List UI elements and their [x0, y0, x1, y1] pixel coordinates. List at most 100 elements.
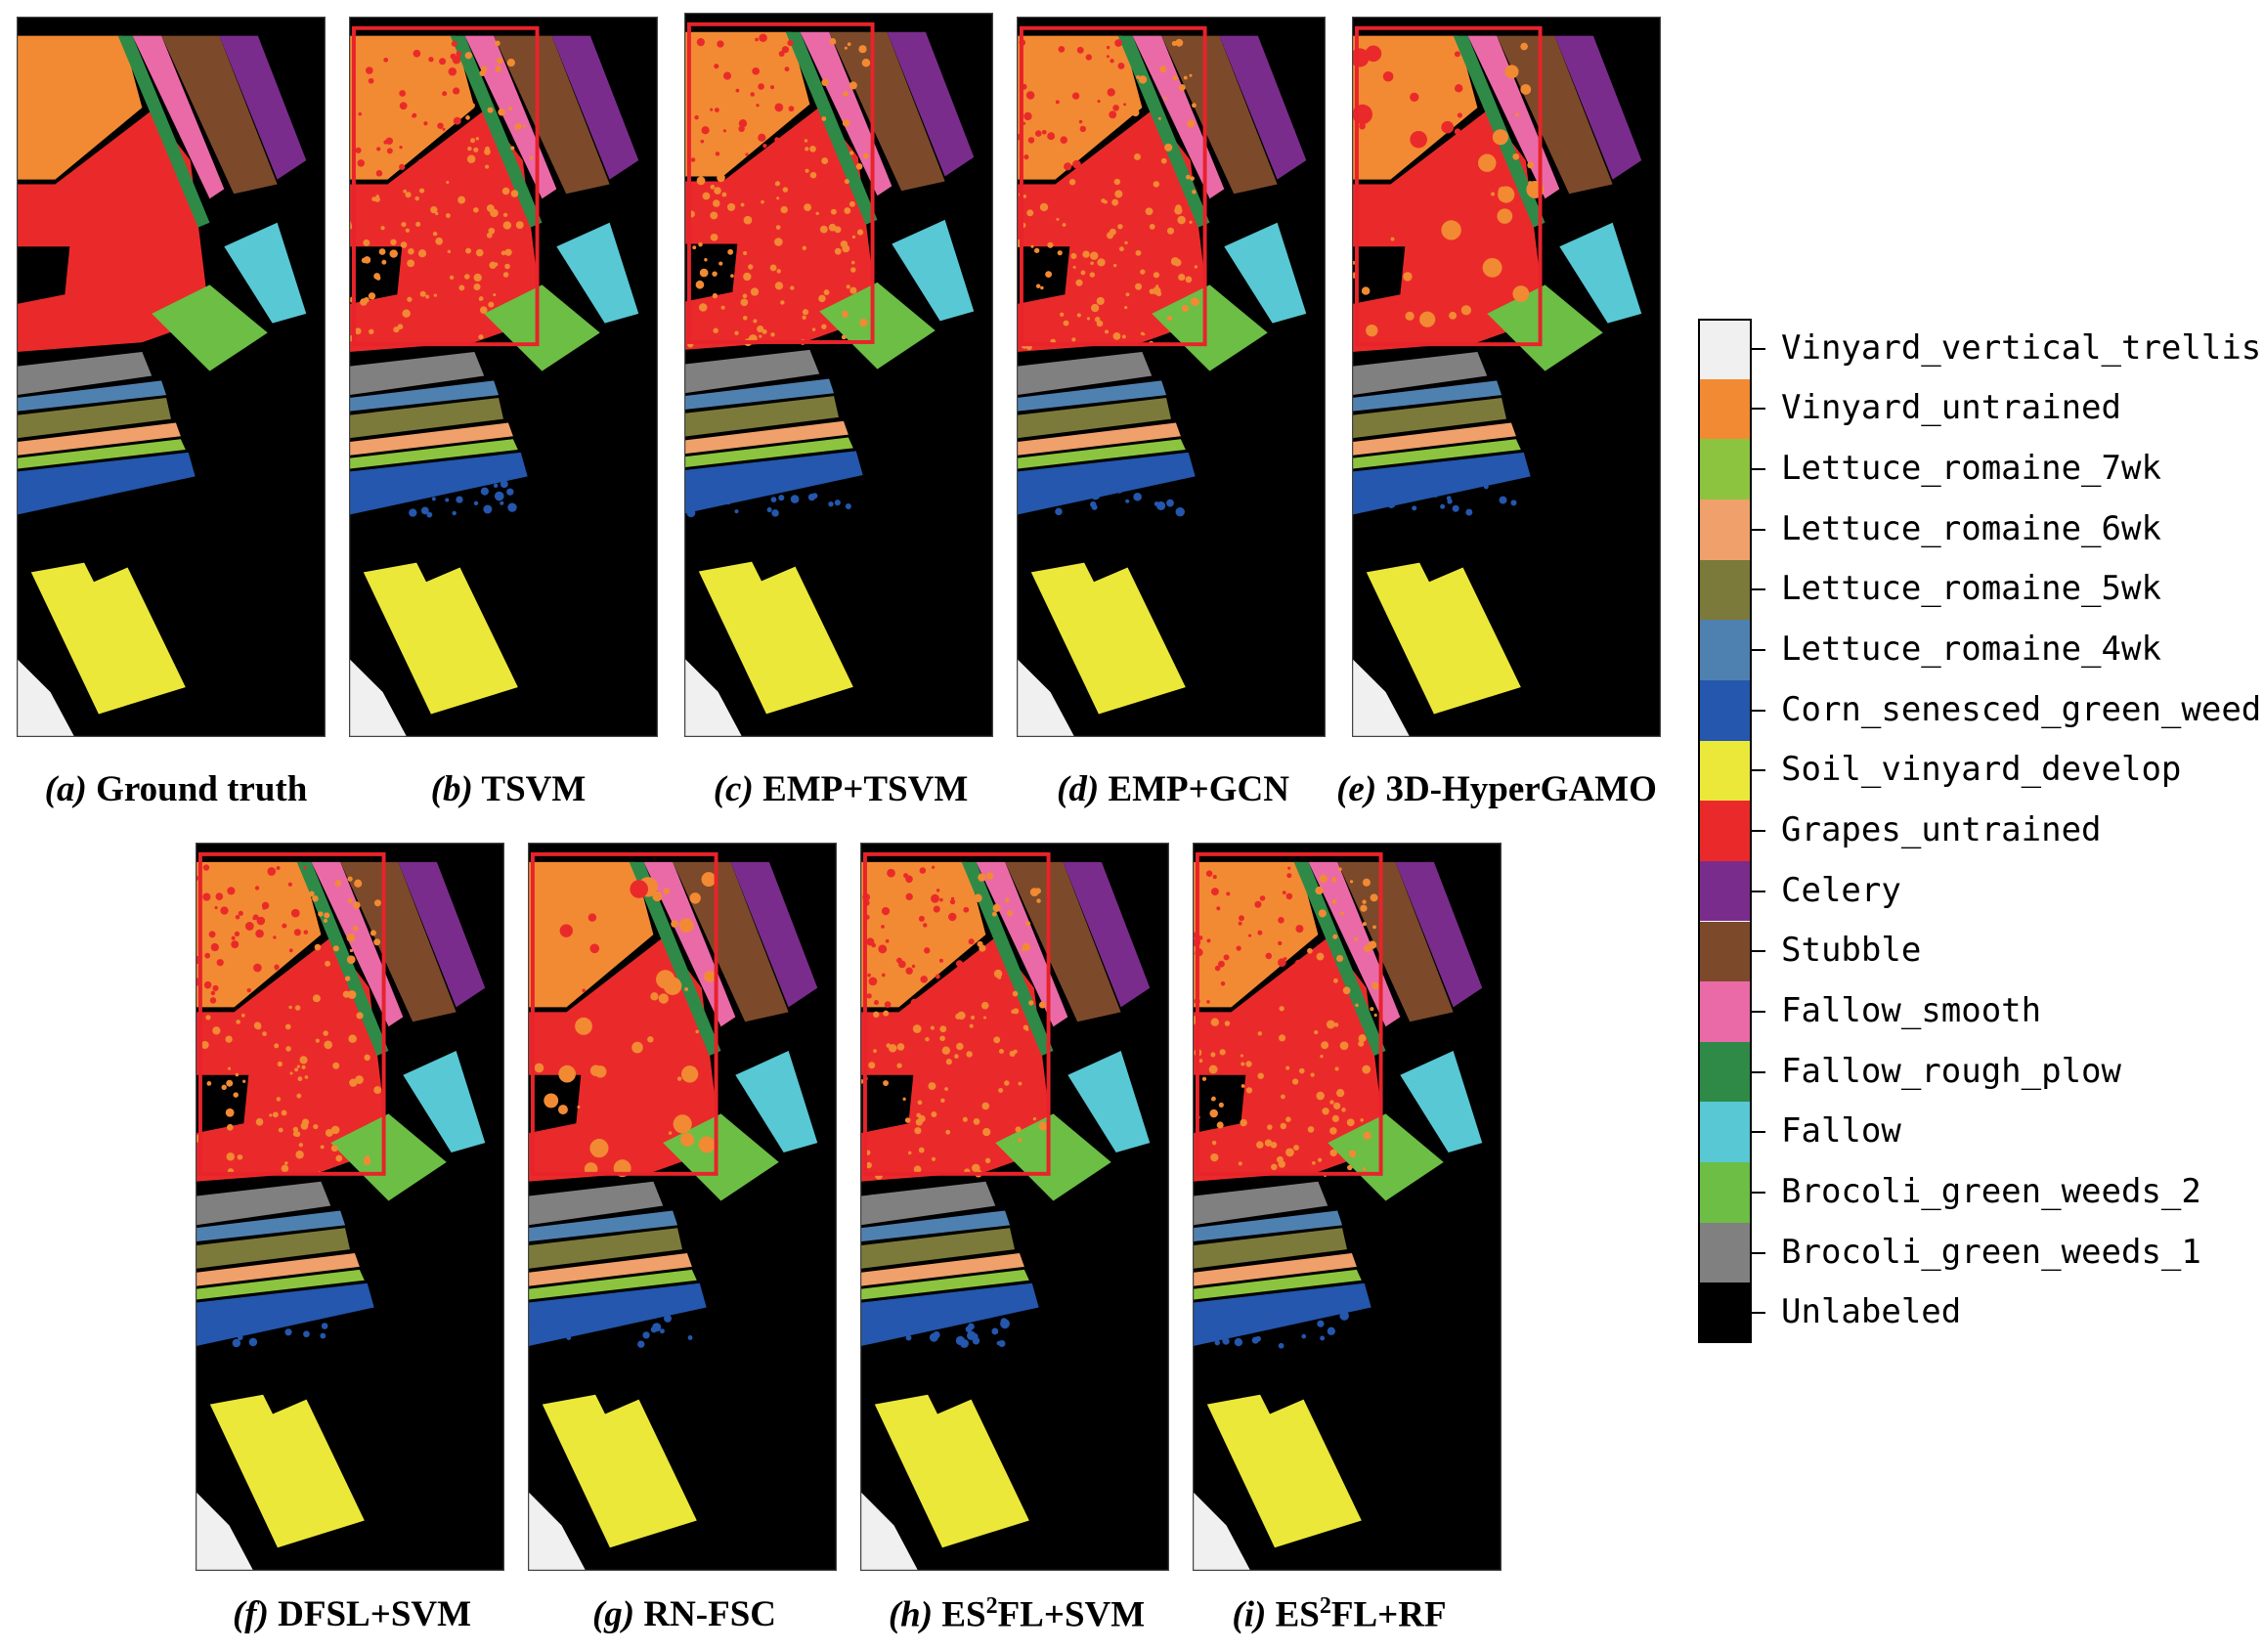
misclassified-speck	[281, 1109, 287, 1116]
misclassified-speck	[376, 147, 381, 152]
misclassified-speck	[1295, 925, 1304, 934]
misclassified-speck	[818, 294, 826, 303]
misclassified-speck	[1030, 244, 1034, 248]
misclassified-speck	[1068, 179, 1076, 186]
misclassified-speck	[1000, 1318, 1008, 1326]
misclassified-speck	[1082, 250, 1090, 258]
misclassified-speck	[1149, 288, 1155, 294]
misclassified-speck	[1163, 97, 1167, 101]
misclassified-speck	[1123, 103, 1127, 107]
misclassified-speck	[1096, 320, 1104, 327]
misclassified-speck	[1226, 891, 1231, 896]
misclassified-speck	[1360, 904, 1368, 912]
misclassified-speck	[774, 238, 783, 246]
legend-tick	[1752, 890, 1765, 892]
misclassified-speck	[637, 1340, 645, 1348]
misclassified-speck	[698, 241, 703, 247]
misclassified-speck	[378, 248, 386, 255]
region-grapes-untrained	[196, 937, 389, 1182]
misclassified-speck	[1326, 1020, 1335, 1029]
region-lettuce-romaine-6wk	[196, 1253, 360, 1286]
misclassified-speck	[911, 964, 916, 969]
misclassified-speck	[1220, 980, 1226, 986]
misclassified-speck	[887, 868, 895, 878]
misclassified-speck	[1090, 303, 1100, 313]
misclassified-speck	[250, 1318, 260, 1327]
region-corn-senesced-green-weeds	[1017, 452, 1196, 515]
misclassified-speck	[575, 1017, 592, 1035]
misclassified-speck	[920, 976, 928, 983]
region-fallow-rough-plow	[117, 35, 210, 228]
misclassified-speck	[532, 1311, 541, 1321]
misclassified-speck	[1023, 195, 1026, 198]
misclassified-speck	[849, 200, 855, 207]
misclassified-speck	[802, 315, 806, 320]
misclassified-speck	[1028, 1000, 1034, 1006]
region-lettuce-romaine-5wk	[349, 398, 503, 439]
classification-map-h	[860, 843, 1169, 1571]
misclassified-speck	[841, 310, 849, 318]
misclassified-speck	[933, 905, 940, 913]
misclassified-speck	[1166, 315, 1173, 322]
misclassified-speck	[1280, 1122, 1287, 1130]
caption-f: (f) DFSL+SVM	[232, 1594, 472, 1634]
misclassified-speck	[425, 294, 430, 299]
misclassified-speck	[1013, 1008, 1020, 1015]
misclassified-speck	[726, 202, 736, 211]
region-vinyard-vertical-trellis	[17, 658, 75, 737]
region-stubble	[494, 35, 610, 195]
misclassified-speck	[1175, 507, 1185, 517]
misclassified-speck	[1181, 304, 1189, 313]
misclassified-speck	[1320, 1055, 1324, 1059]
misclassified-speck	[1420, 483, 1426, 489]
misclassified-speck	[504, 263, 510, 270]
misclassified-speck	[1355, 1003, 1359, 1008]
misclassified-speck	[1210, 888, 1219, 896]
misclassified-speck	[1210, 1152, 1219, 1162]
misclassified-speck	[1482, 257, 1502, 278]
misclassified-speck	[1004, 1080, 1010, 1086]
legend-swatch	[1698, 439, 1752, 500]
misclassified-speck	[861, 45, 867, 51]
region-grapes-untrained	[528, 937, 721, 1182]
misclassified-speck	[273, 935, 277, 939]
misclassified-speck	[714, 64, 719, 69]
misclassified-speck	[671, 920, 678, 928]
misclassified-speck	[881, 906, 891, 916]
misclassified-speck	[949, 898, 956, 905]
misclassified-speck	[734, 330, 739, 335]
misclassified-speck	[1076, 46, 1084, 54]
misclassified-speck	[896, 1063, 902, 1068]
misclassified-speck	[1342, 986, 1351, 995]
misclassified-speck	[1399, 497, 1406, 503]
misclassified-speck	[399, 163, 406, 170]
misclassified-speck	[978, 873, 986, 882]
misclassified-speck	[355, 1075, 364, 1084]
legend-tick	[1752, 769, 1765, 772]
misclassified-speck	[1058, 46, 1066, 53]
region-fallow-smooth	[464, 35, 557, 199]
misclassified-speck	[1257, 1031, 1262, 1036]
misclassified-speck	[364, 1054, 370, 1062]
region-lettuce-romaine-7wk	[1352, 439, 1521, 469]
misclassified-speck	[465, 115, 470, 120]
region-fallow-smooth	[800, 31, 893, 196]
misclassified-speck	[381, 259, 387, 265]
misclassified-speck	[383, 57, 389, 63]
misclassified-speck	[320, 1332, 327, 1339]
legend-tick	[1752, 1131, 1765, 1134]
misclassified-speck	[1320, 1335, 1326, 1341]
misclassified-speck	[1026, 209, 1034, 217]
misclassified-speck	[1136, 75, 1141, 79]
misclassified-speck	[1018, 1138, 1023, 1143]
misclassified-speck	[931, 893, 939, 903]
misclassified-speck	[805, 147, 809, 152]
misclassified-speck	[867, 973, 871, 978]
misclassified-speck	[399, 146, 403, 150]
misclassified-speck	[963, 906, 970, 913]
misclassified-speck	[715, 152, 720, 156]
misclassified-speck	[253, 1022, 262, 1029]
misclassified-speck	[769, 85, 775, 90]
misclassified-speck	[1133, 153, 1141, 160]
misclassified-speck	[783, 134, 790, 141]
